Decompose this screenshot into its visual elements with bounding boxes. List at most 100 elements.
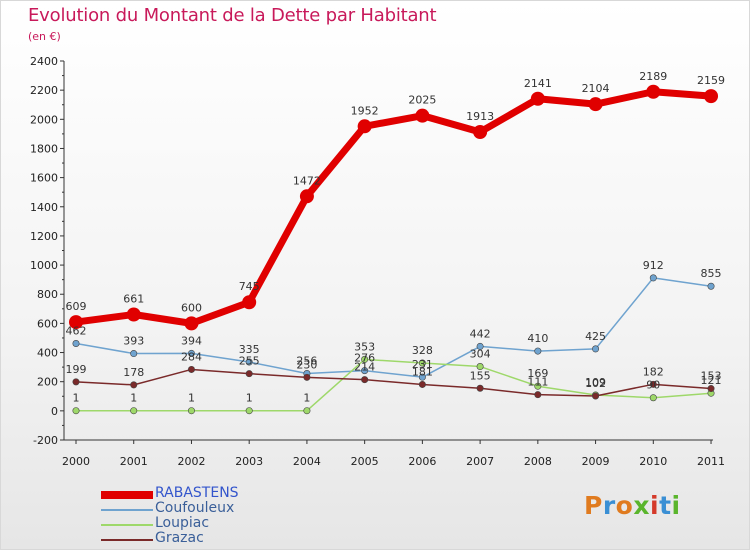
x-tick-label: 2002 bbox=[177, 455, 205, 468]
x-tick-label: 2006 bbox=[408, 455, 436, 468]
data-label-rabastens: 1952 bbox=[351, 104, 379, 117]
x-tick-label: 2005 bbox=[351, 455, 379, 468]
proxiti-logo: Proxiti bbox=[584, 491, 681, 520]
data-point-coufouleux bbox=[476, 342, 484, 350]
logo-letter: o bbox=[615, 491, 634, 520]
legend-swatch bbox=[101, 509, 153, 511]
data-point-rabastens bbox=[588, 97, 603, 112]
data-label-coufouleux: 462 bbox=[66, 325, 87, 338]
logo-letter: x bbox=[633, 491, 650, 520]
data-point-grazac bbox=[534, 391, 542, 399]
data-point-loupiac bbox=[649, 394, 657, 402]
data-point-grazac bbox=[303, 373, 311, 381]
data-label-coufouleux: 442 bbox=[470, 327, 491, 340]
data-point-loupiac bbox=[361, 355, 369, 363]
series-line-coufouleux bbox=[75, 277, 712, 378]
data-label-grazac: 111 bbox=[527, 376, 548, 389]
series-line-loupiac bbox=[75, 358, 712, 412]
data-point-rabastens bbox=[242, 295, 257, 310]
x-tick-label: 2010 bbox=[639, 455, 667, 468]
data-point-grazac bbox=[361, 376, 369, 384]
series-line-rabastens bbox=[72, 88, 715, 327]
y-tick-label: 1800 bbox=[30, 142, 58, 155]
data-label-loupiac: 169 bbox=[527, 367, 548, 380]
data-point-grazac bbox=[187, 365, 195, 373]
x-tick-label: 2009 bbox=[582, 455, 610, 468]
data-label-loupiac: 121 bbox=[701, 374, 722, 387]
data-label-loupiac: 1 bbox=[188, 392, 195, 405]
data-label-loupiac: 304 bbox=[470, 348, 491, 361]
data-label-rabastens: 600 bbox=[181, 301, 202, 314]
data-label-rabastens: 745 bbox=[239, 280, 260, 293]
x-tick-label: 2004 bbox=[293, 455, 321, 468]
logo-letter: i bbox=[671, 491, 681, 520]
data-label-coufouleux: 855 bbox=[701, 267, 722, 280]
y-tick-label: 0 bbox=[51, 405, 58, 418]
data-label-rabastens: 2141 bbox=[524, 77, 552, 90]
x-tick-label: 2007 bbox=[466, 455, 494, 468]
legend-label: Coufouleux bbox=[155, 500, 235, 516]
data-label-grazac: 284 bbox=[181, 350, 202, 363]
data-point-coufouleux bbox=[361, 367, 369, 375]
data-point-grazac bbox=[707, 385, 715, 393]
data-point-coufouleux bbox=[130, 350, 138, 358]
data-label-coufouleux: 912 bbox=[643, 259, 664, 272]
data-label-rabastens: 2104 bbox=[582, 82, 610, 95]
data-label-grazac: 155 bbox=[470, 369, 491, 382]
data-label-coufouleux: 256 bbox=[296, 355, 317, 368]
data-label-loupiac: 353 bbox=[354, 340, 375, 353]
data-label-coufouleux: 231 bbox=[412, 358, 433, 371]
y-tick-label: 1600 bbox=[30, 172, 58, 185]
y-tick-label: 800 bbox=[37, 288, 58, 301]
data-label-grazac: 214 bbox=[354, 361, 375, 374]
legend-swatch bbox=[101, 539, 153, 541]
data-point-rabastens bbox=[530, 91, 545, 106]
y-tick-label: 600 bbox=[37, 317, 58, 330]
data-label-loupiac: 328 bbox=[412, 344, 433, 357]
y-tick-label: 2000 bbox=[30, 113, 58, 126]
data-label-coufouleux: 394 bbox=[181, 334, 202, 347]
data-point-loupiac bbox=[187, 407, 195, 415]
x-tick-label: 2000 bbox=[62, 455, 90, 468]
data-point-coufouleux bbox=[649, 274, 657, 282]
data-point-rabastens bbox=[126, 307, 141, 322]
data-point-grazac bbox=[592, 392, 600, 400]
data-label-rabastens: 661 bbox=[123, 292, 144, 305]
data-point-rabastens bbox=[299, 189, 314, 204]
data-point-coufouleux bbox=[72, 340, 80, 348]
y-tick-label: 1200 bbox=[30, 230, 58, 243]
y-tick-label: 1000 bbox=[30, 259, 58, 272]
data-point-coufouleux bbox=[418, 373, 426, 381]
data-label-grazac: 255 bbox=[239, 355, 260, 368]
data-label-coufouleux: 410 bbox=[527, 332, 548, 345]
data-point-rabastens bbox=[357, 119, 372, 134]
legend-label: RABASTENS bbox=[155, 485, 239, 501]
data-point-grazac bbox=[130, 381, 138, 389]
data-point-grazac bbox=[418, 380, 426, 388]
data-point-coufouleux bbox=[534, 347, 542, 355]
data-label-coufouleux: 393 bbox=[123, 335, 144, 348]
data-point-loupiac bbox=[303, 407, 311, 415]
data-point-loupiac bbox=[476, 363, 484, 371]
series-line-grazac bbox=[75, 368, 712, 397]
data-label-coufouleux: 425 bbox=[585, 330, 606, 343]
data-point-rabastens bbox=[184, 316, 199, 331]
data-point-rabastens bbox=[69, 315, 83, 330]
data-label-grazac: 199 bbox=[66, 363, 87, 376]
data-label-grazac: 230 bbox=[296, 358, 317, 371]
x-tick-label: 2003 bbox=[235, 455, 263, 468]
y-tick-label: 2200 bbox=[30, 84, 58, 97]
data-label-rabastens: 2025 bbox=[408, 94, 436, 107]
chart-subtitle: (en €) bbox=[28, 30, 61, 43]
data-point-coufouleux bbox=[707, 282, 715, 290]
y-tick-label: -200 bbox=[33, 434, 58, 447]
data-label-loupiac: 90 bbox=[646, 379, 660, 392]
logo-letter: P bbox=[584, 491, 603, 520]
data-label-rabastens: 1472 bbox=[293, 174, 321, 187]
y-tick-label: 2400 bbox=[30, 55, 58, 68]
data-point-coufouleux bbox=[592, 345, 600, 353]
data-point-grazac bbox=[476, 384, 484, 392]
data-label-rabastens: 2189 bbox=[639, 70, 667, 83]
